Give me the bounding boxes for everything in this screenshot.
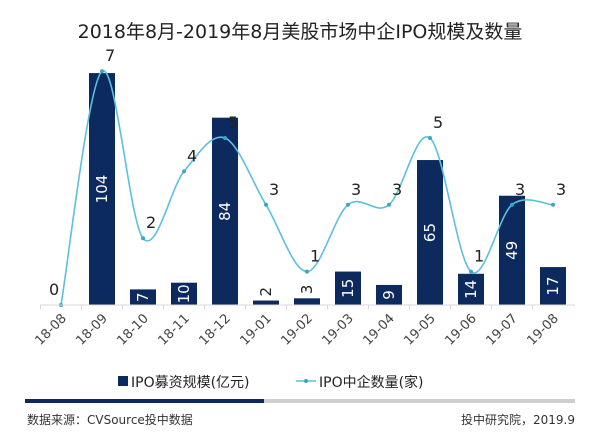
line-point (346, 202, 350, 207)
x-tick-label: 19-01 (238, 311, 275, 348)
bar (130, 289, 156, 305)
x-tick-label: 18-11 (156, 311, 193, 348)
line-value-label: 5 (228, 113, 238, 132)
line-value-label: 3 (392, 180, 402, 199)
line-point (141, 236, 145, 241)
x-tick-label: 19-07 (484, 311, 521, 348)
line-series (60, 70, 554, 306)
x-tick-label: 18-12 (197, 311, 234, 348)
line-value-label: 1 (474, 247, 484, 266)
bar-value-label: 10 (175, 284, 193, 303)
chart-title: 2018年8月-2019年8月美股市场中企IPO规模及数量 (78, 21, 523, 43)
bar-value-label: 104 (93, 175, 111, 204)
x-tick-label: 18-10 (115, 311, 152, 348)
bar (540, 267, 566, 305)
line-value-label: 4 (187, 146, 197, 165)
bar (294, 298, 320, 305)
credit-note: 投中研究院，2019.9 (461, 412, 575, 427)
line-point (387, 202, 391, 207)
bar (212, 117, 238, 306)
line-value-label: 3 (556, 180, 566, 199)
x-tick-label: 18-09 (74, 311, 111, 348)
bar (499, 195, 525, 305)
x-tick-label: 19-02 (279, 311, 316, 348)
line-point (305, 269, 309, 274)
bar (376, 284, 402, 305)
line-value-label: 3 (351, 180, 361, 199)
legend-line-marker (304, 379, 308, 383)
bar-value-label: 9 (380, 290, 398, 300)
line-point (428, 136, 432, 140)
legend: IPO募资规模(亿元) IPO中企数量(家) (118, 374, 424, 391)
line-point (100, 69, 104, 74)
bar-value-label: 7 (134, 292, 152, 302)
footer-divider-dark (25, 399, 264, 403)
x-tick-label: 19-08 (525, 311, 562, 348)
line-point (182, 169, 186, 174)
bar-value-label: 84 (216, 202, 234, 221)
bar-value-label: 3 (298, 285, 316, 295)
x-tick-label: 19-06 (443, 311, 480, 348)
source-note: 数据来源：CVSource投中数据 (27, 412, 193, 427)
line-point (223, 136, 227, 140)
x-tick-label: 19-05 (402, 311, 439, 348)
legend-bar-label: IPO募资规模(亿元) (131, 375, 250, 391)
line-point (510, 202, 514, 207)
bar-value-label: 2 (257, 287, 275, 297)
bar (253, 300, 279, 305)
bar (458, 273, 484, 305)
line-point (551, 202, 555, 207)
bar-value-label: 65 (421, 223, 439, 242)
line-value-label: 0 (49, 280, 59, 299)
legend-bar-swatch (118, 376, 128, 386)
bar (89, 73, 115, 305)
footer-divider-light (264, 399, 575, 403)
bar (335, 271, 361, 305)
bar (417, 160, 443, 305)
line-value-label: 2 (146, 213, 156, 232)
line-point (469, 269, 473, 274)
legend-line-label: IPO中企数量(家) (319, 374, 424, 391)
x-tick-label: 19-03 (320, 311, 357, 348)
line-point (264, 202, 268, 207)
bar (171, 282, 197, 305)
line-value-label: 3 (269, 180, 279, 199)
line-value-label: 7 (105, 46, 115, 65)
x-tick-label: 19-04 (361, 311, 398, 348)
bar-value-label: 15 (339, 279, 357, 298)
bar-value-label: 17 (544, 276, 562, 295)
bar-value-label: 14 (462, 280, 480, 299)
bar-value-label: 49 (503, 241, 521, 260)
x-tick-label: 18-08 (33, 311, 70, 348)
line-value-label: 1 (310, 247, 320, 266)
line-value-label: 3 (515, 180, 525, 199)
line-value-label: 5 (433, 113, 443, 132)
